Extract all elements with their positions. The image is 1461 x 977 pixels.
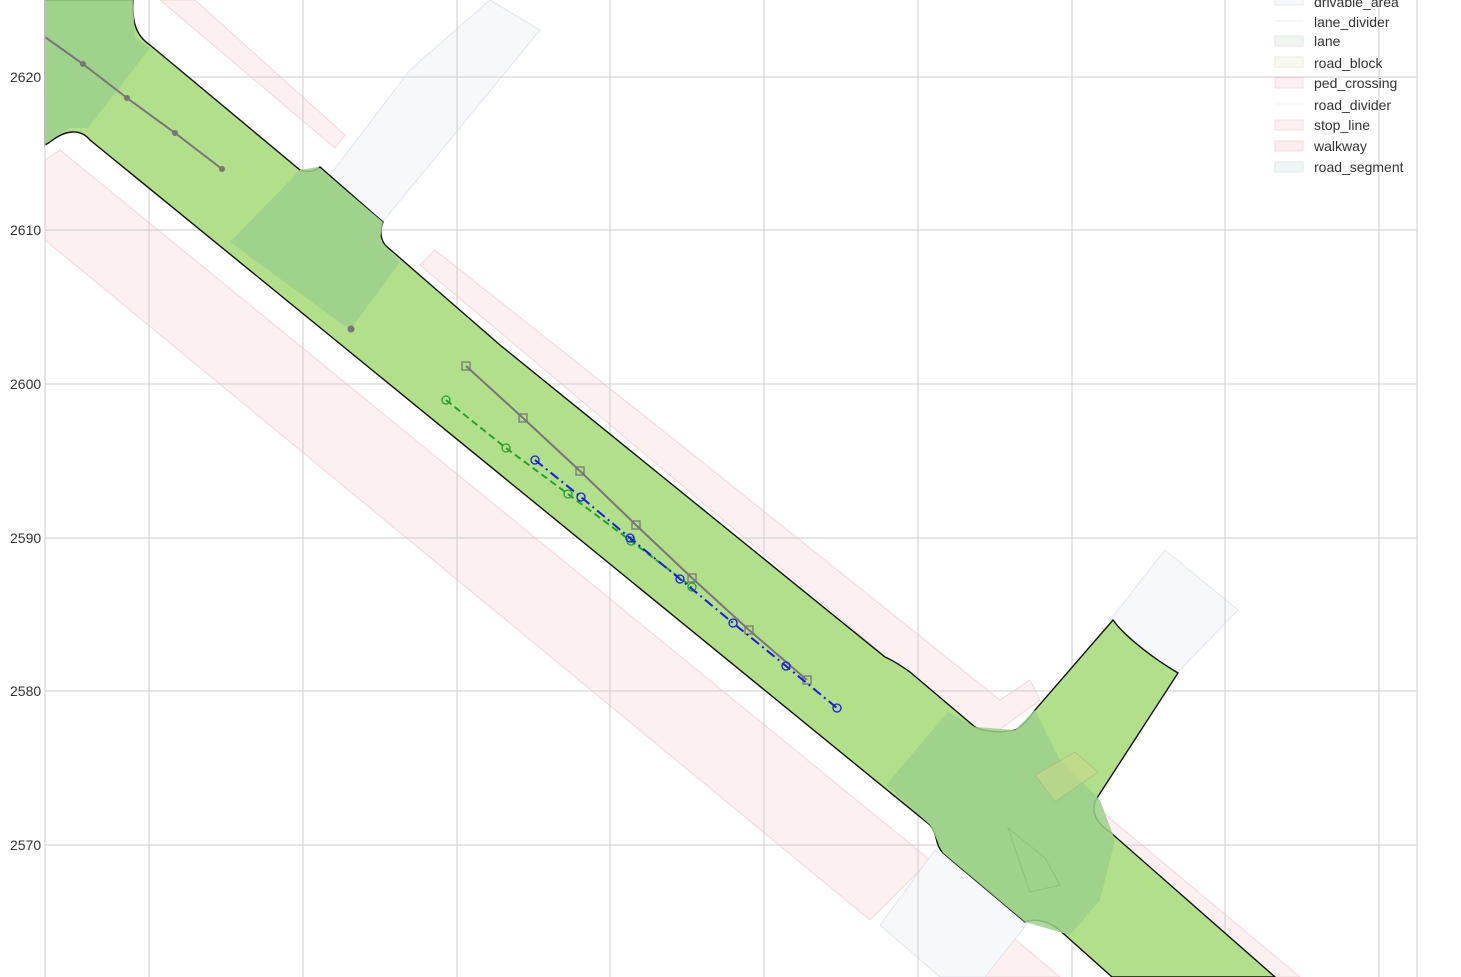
legend-item-ped-crossing: ped_crossing	[1274, 75, 1397, 91]
svg-text:road_block: road_block	[1314, 55, 1383, 71]
y-tick-2610: 2610	[10, 222, 41, 238]
lane-dark-upper-left	[45, 0, 150, 144]
svg-text:road_segment: road_segment	[1314, 159, 1404, 175]
walkways	[44, 0, 1301, 977]
y-axis-ticks: 2620 2610 2600 2590 2580 2570	[10, 69, 41, 853]
legend-item-road-divider: road_divider	[1275, 97, 1391, 113]
trajectory-blue	[530, 455, 842, 713]
trajectory-gray-upper	[44, 36, 355, 333]
y-tick-2590: 2590	[10, 530, 41, 546]
svg-text:stop_line: stop_line	[1314, 117, 1370, 133]
svg-text:road_divider: road_divider	[1314, 97, 1391, 113]
svg-text:drivable_area: drivable_area	[1314, 0, 1399, 10]
svg-text:ped_crossing: ped_crossing	[1314, 75, 1397, 91]
walkway-middle	[419, 249, 1041, 741]
lane-dark-mid	[230, 167, 400, 330]
legend-item-lane: lane	[1274, 33, 1341, 49]
y-tick-2570: 2570	[10, 837, 41, 853]
legend-item-stop-line: stop_line	[1274, 117, 1370, 133]
walkway-upper-left	[159, 0, 346, 149]
y-tick-2580: 2580	[10, 683, 41, 699]
svg-text:lane_divider: lane_divider	[1314, 14, 1390, 30]
legend-item-walkway: walkway	[1274, 138, 1367, 154]
legend-item-lane-divider: lane_divider	[1275, 14, 1390, 30]
svg-text:lane: lane	[1314, 33, 1341, 49]
y-tick-2600: 2600	[10, 376, 41, 392]
legend-item-road-block: road_block	[1274, 55, 1383, 71]
lane-overlay-junction-2	[1034, 751, 1099, 803]
ped-crossing-top	[329, 0, 541, 226]
walkway-lower-long	[44, 149, 931, 921]
y-tick-2620: 2620	[10, 69, 41, 85]
lane-overlay-junction	[1006, 826, 1061, 893]
svg-text:walkway: walkway	[1313, 138, 1367, 154]
legend-item-road-segment: road_segment	[1274, 159, 1404, 175]
legend: drivable_area lane_divider lane road_blo…	[1274, 0, 1404, 175]
road-surface	[44, 0, 1277, 977]
legend-item-drivable-area: drivable_area	[1274, 0, 1399, 10]
